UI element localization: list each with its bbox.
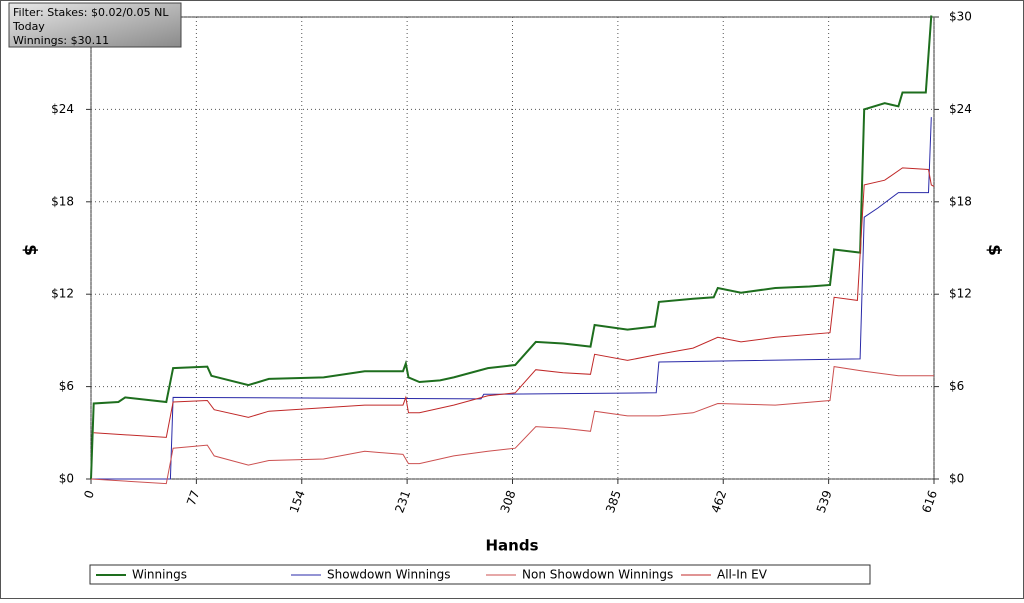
y2-axis-label: $ — [984, 244, 1004, 256]
legend — [89, 564, 871, 585]
y-tick-label: $24 — [51, 102, 74, 116]
series-line — [91, 117, 932, 480]
y2-tick-label: $12 — [949, 287, 972, 301]
x-tick-label: 0 — [81, 488, 97, 500]
y-tick-label: $0 — [59, 472, 74, 486]
y2-tick-label: $18 — [949, 194, 972, 208]
legend-label: All-In EV — [717, 568, 768, 582]
info-text: Today — [12, 20, 45, 33]
lines — [90, 15, 935, 485]
series-line — [90, 366, 934, 485]
y2-tick-label: $6 — [949, 379, 964, 393]
y2-tick-label: $30 — [949, 10, 972, 24]
legend-label: Non Showdown Winnings — [522, 568, 673, 582]
y2-tick-label: $0 — [949, 472, 964, 486]
x-axis-label: Hands — [485, 537, 538, 555]
y-tick-label: $18 — [51, 194, 74, 208]
legend-label: Showdown Winnings — [327, 568, 451, 582]
series-line — [93, 167, 935, 438]
info-text: Filter: Stakes: $0.02/0.05 NL — [13, 6, 169, 19]
y2-tick-label: $24 — [949, 102, 972, 116]
y-tick-label: $12 — [51, 287, 74, 301]
series-line — [90, 15, 933, 480]
legend-label: Winnings — [132, 568, 187, 582]
legend-items: Winnings Showdown Winnings Non Showdown Wi… — [96, 568, 768, 582]
x-tick-label: 77 — [184, 488, 202, 507]
info-text: Winnings: $30.11 — [13, 34, 109, 47]
info-box — [8, 2, 182, 48]
y-tick-label: $6 — [59, 379, 74, 393]
y-axis-label: $ — [20, 244, 40, 256]
